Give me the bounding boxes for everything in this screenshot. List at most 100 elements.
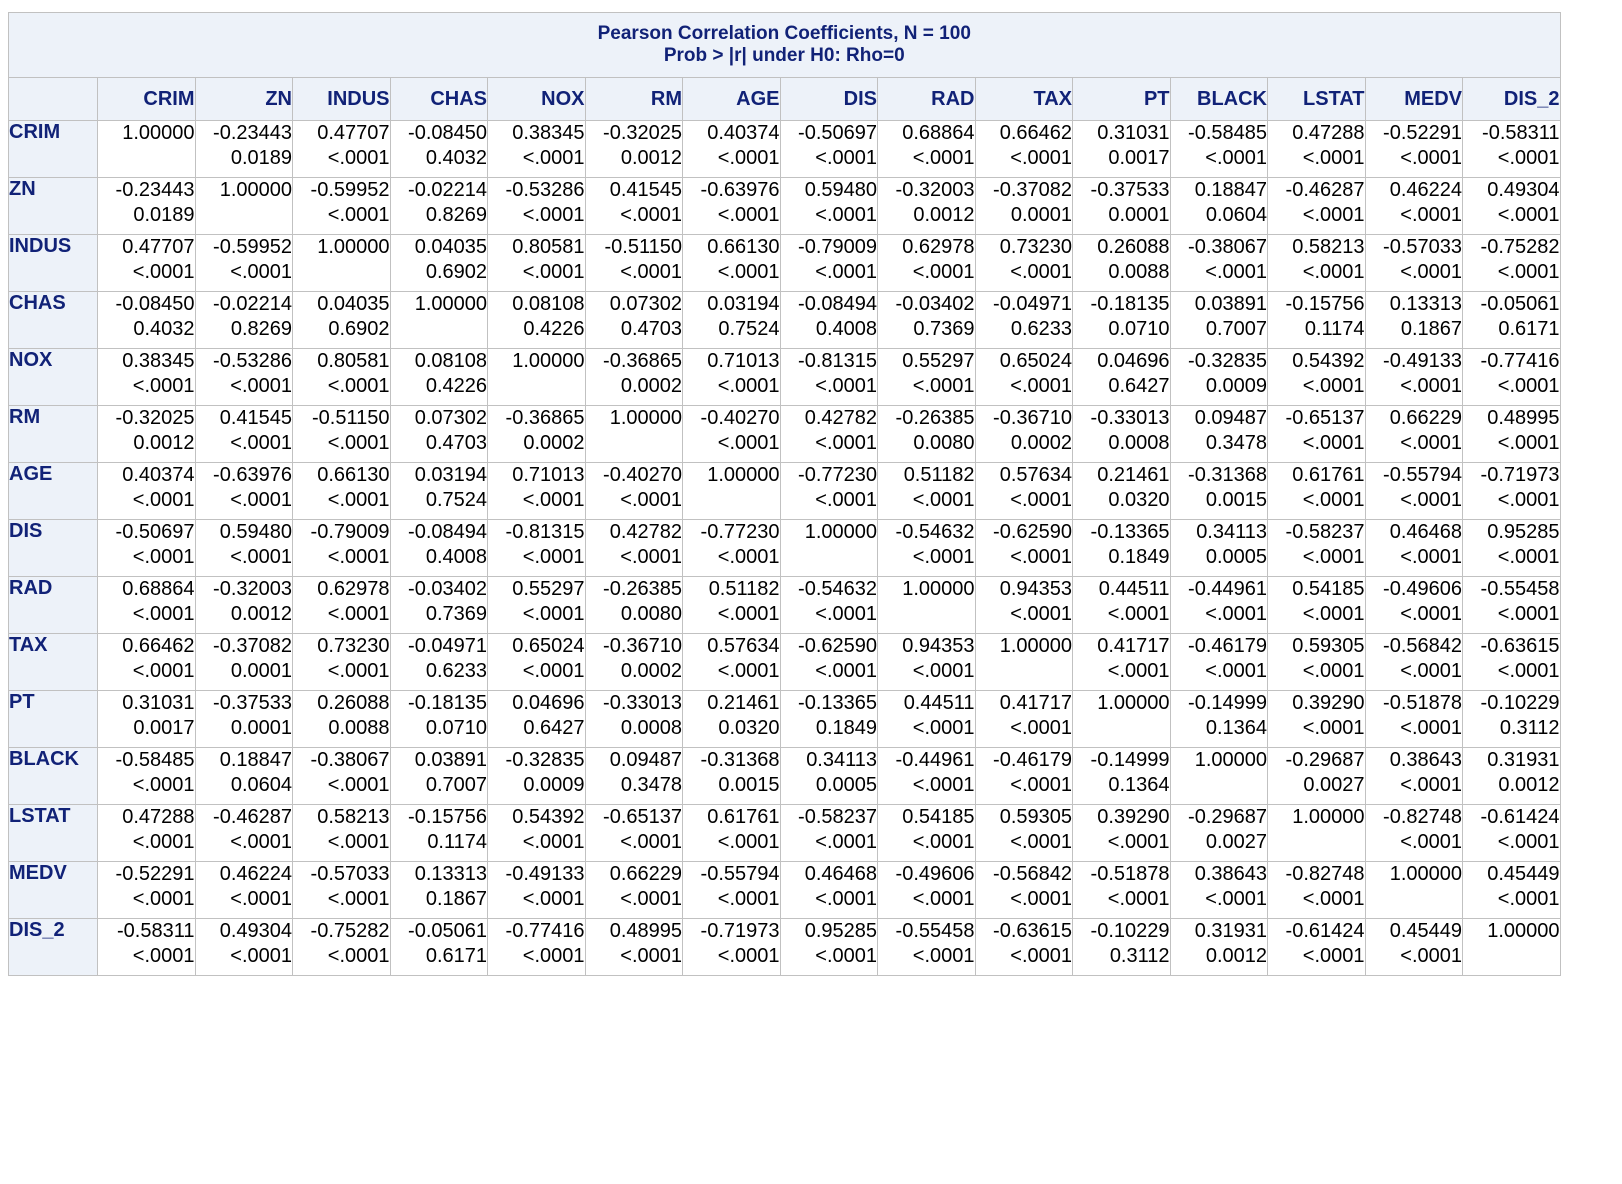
correlation-value: 0.47707 (317, 122, 390, 144)
correlation-value: -0.02214 (408, 179, 487, 201)
row-header-pt: PT (8, 690, 98, 748)
table-cell: 0.59305 <.0001 (974, 804, 1073, 862)
p-value: <.0001 (230, 375, 292, 397)
correlation-value: -0.08494 (408, 521, 487, 543)
table-cell: -0.44961 <.0001 (1169, 576, 1268, 634)
p-value: <.0001 (912, 831, 975, 853)
correlation-value: -0.65137 (1285, 407, 1365, 429)
correlation-value: -0.52291 (115, 863, 195, 885)
p-value: <.0001 (717, 831, 780, 853)
table-cell: 0.80581 <.0001 (487, 234, 586, 292)
table-cell: -0.49606 <.0001 (877, 861, 976, 919)
table-cell: -0.32025 0.0012 (584, 120, 683, 178)
p-value: <.0001 (132, 774, 195, 796)
p-value: <.0001 (620, 489, 682, 511)
table-cell: 0.39290 <.0001 (1072, 804, 1171, 862)
correlation-value: -0.46287 (1285, 179, 1365, 201)
table-row: ZN -0.23443 0.0189 1.00000 -0.59952 <.0001 -0… (8, 177, 1561, 235)
correlation-value: 0.71013 (707, 350, 780, 372)
table-cell: -0.31368 0.0015 (1169, 462, 1268, 520)
table-cell: 0.04696 0.6427 (487, 690, 586, 748)
table-row: PT 0.31031 0.0017 -0.37533 0.0001 0.26088 0.00… (8, 690, 1561, 748)
table-cell: -0.49606 <.0001 (1364, 576, 1463, 634)
p-value: 0.0027 (1303, 774, 1365, 796)
table-row: MEDV -0.52291 <.0001 0.46224 <.0001 -0.57033 <… (8, 861, 1561, 919)
row-header-nox: NOX (8, 348, 98, 406)
table-cell: 0.59305 <.0001 (1267, 633, 1366, 691)
row-header-rad: RAD (8, 576, 98, 634)
table-cell: 0.49304 <.0001 (1462, 177, 1561, 235)
table-cell: -0.81315 <.0001 (779, 348, 878, 406)
p-value (976, 659, 1073, 684)
correlation-value: 0.04696 (512, 692, 585, 714)
correlation-value: 0.47707 (122, 236, 195, 258)
correlation-value: -0.37082 (213, 635, 292, 657)
correlation-value: -0.58485 (115, 749, 195, 771)
p-value (878, 602, 975, 627)
table-cell: 0.47707 <.0001 (292, 120, 391, 178)
column-header-age: AGE (682, 77, 781, 121)
table-cell: 0.46224 <.0001 (194, 861, 293, 919)
table-cell: -0.58311 <.0001 (97, 918, 196, 976)
p-value: 0.0001 (230, 660, 292, 682)
p-value: 0.0017 (133, 717, 195, 739)
p-value: 0.7369 (425, 603, 487, 625)
table-cell: 0.09487 0.3478 (584, 747, 683, 805)
correlation-value: -0.44961 (895, 749, 975, 771)
correlation-value: -0.50697 (115, 521, 195, 543)
p-value: 0.6233 (1010, 318, 1072, 340)
p-value: <.0001 (717, 261, 780, 283)
correlation-value: -0.13365 (1090, 521, 1170, 543)
correlation-value: 1.00000 (609, 407, 682, 429)
correlation-value: -0.40270 (700, 407, 780, 429)
table-cell: -0.62590 <.0001 (779, 633, 878, 691)
correlation-value: -0.63976 (213, 464, 292, 486)
p-value: <.0001 (815, 660, 877, 682)
p-value: 0.0001 (1108, 204, 1170, 226)
table-cell: 0.54392 <.0001 (1267, 348, 1366, 406)
correlation-value: 1.00000 (1097, 692, 1170, 714)
table-cell: 0.59480 <.0001 (779, 177, 878, 235)
column-header-dis-2: DIS_2 (1462, 77, 1561, 121)
correlation-value: 0.31931 (1194, 920, 1267, 942)
table-cell: -0.14999 0.1364 (1072, 747, 1171, 805)
table-cell: 0.08108 0.4226 (389, 348, 488, 406)
p-value: 0.7007 (1205, 318, 1267, 340)
table-cell: -0.10229 0.3112 (1462, 690, 1561, 748)
table-cell: -0.52291 <.0001 (1364, 120, 1463, 178)
p-value: <.0001 (717, 546, 780, 568)
p-value: 0.0080 (620, 603, 682, 625)
table-cell: -0.49133 <.0001 (1364, 348, 1463, 406)
correlation-value: -0.58311 (117, 920, 195, 942)
correlation-value: -0.53286 (213, 350, 292, 372)
table-cell: 0.68864 <.0001 (97, 576, 196, 634)
p-value: <.0001 (1205, 147, 1267, 169)
column-header-zn: ZN (194, 77, 293, 121)
correlation-value: 0.18847 (219, 749, 292, 771)
correlation-value: -0.50697 (798, 122, 877, 144)
p-value: <.0001 (717, 660, 780, 682)
p-value: <.0001 (1400, 204, 1462, 226)
table-cell: 0.57634 <.0001 (974, 462, 1073, 520)
correlation-value: -0.51150 (312, 407, 390, 429)
table-cell: -0.71973 <.0001 (682, 918, 781, 976)
table-cell: -0.08450 0.4032 (97, 291, 196, 349)
correlation-value: -0.33013 (1090, 407, 1170, 429)
correlation-value: -0.46287 (213, 806, 292, 828)
correlation-value: 0.41717 (1097, 635, 1170, 657)
correlation-value: 0.54392 (1292, 350, 1365, 372)
p-value: 0.0710 (425, 717, 487, 739)
p-value: <.0001 (1497, 888, 1560, 910)
p-value: 0.0002 (523, 432, 585, 454)
table-cell: 0.65024 <.0001 (974, 348, 1073, 406)
correlation-value: -0.61424 (1285, 920, 1365, 942)
table-row: DIS_2 -0.58311 <.0001 0.49304 <.0001 -0.75282… (8, 918, 1561, 976)
p-value: 0.1174 (427, 831, 487, 853)
p-value: <.0001 (1107, 603, 1170, 625)
correlation-value: -0.04971 (408, 635, 487, 657)
p-value (1463, 944, 1560, 969)
correlation-value: 0.49304 (219, 920, 292, 942)
correlation-value: 0.21461 (1097, 464, 1170, 486)
table-cell: 0.47288 <.0001 (1267, 120, 1366, 178)
p-value: 0.0001 (1010, 204, 1072, 226)
